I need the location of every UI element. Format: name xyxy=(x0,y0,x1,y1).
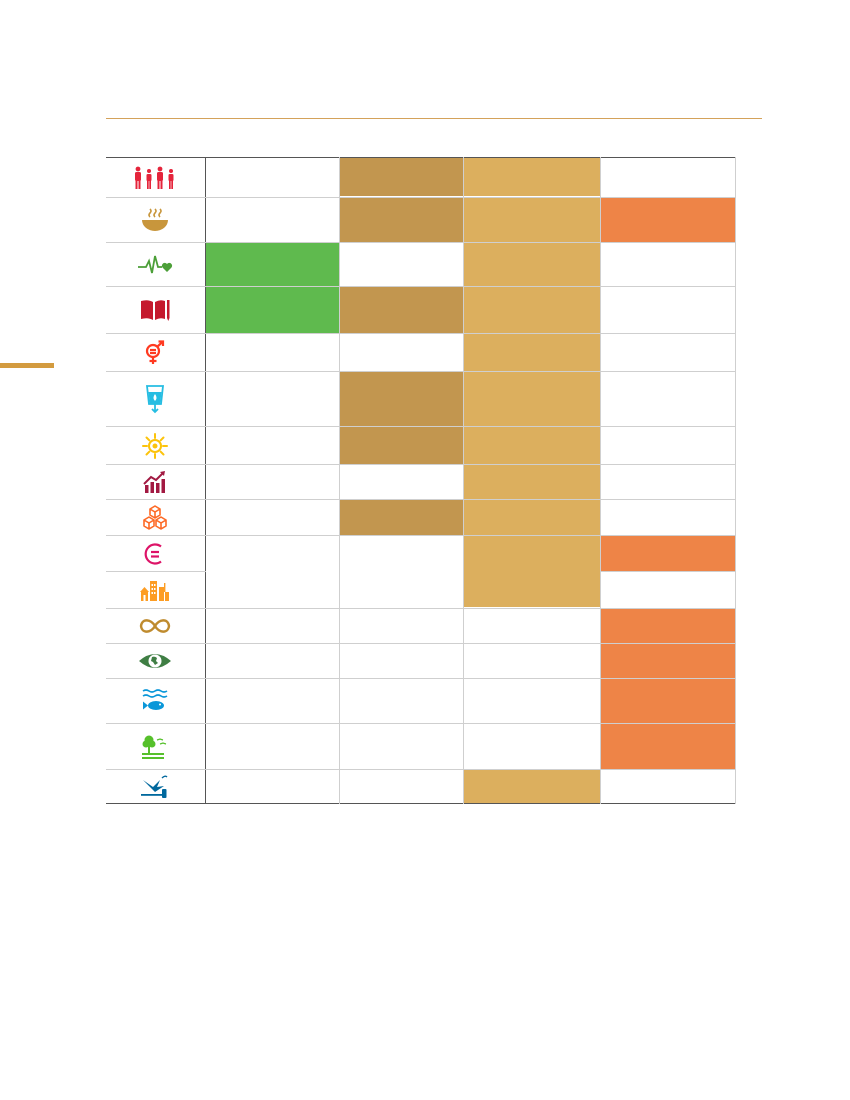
cell-r2-c4 xyxy=(601,198,736,242)
cell-r1-c3 xyxy=(464,157,601,196)
cell-r14-c4 xyxy=(601,678,736,723)
gender-goal-icon xyxy=(106,334,204,371)
cell-r5-c3 xyxy=(464,333,601,371)
land-goal-icon xyxy=(106,724,204,769)
energy-goal-icon xyxy=(106,427,204,464)
cell-r10-c4 xyxy=(601,535,736,571)
cell-r6-c3 xyxy=(464,371,601,426)
sdg-matrix xyxy=(106,157,736,804)
cell-r10-11-c3 xyxy=(464,535,601,607)
cell-r13-c4 xyxy=(601,643,736,678)
grid-line xyxy=(205,157,206,804)
grid-line xyxy=(339,157,340,804)
education-goal-icon xyxy=(106,287,204,333)
consumption-goal-icon xyxy=(106,609,204,643)
cell-r2-c3 xyxy=(464,198,601,242)
peace-goal-icon xyxy=(106,770,204,804)
grid-line xyxy=(106,499,736,500)
cities-goal-icon xyxy=(106,572,204,608)
cell-r1-c2 xyxy=(340,157,464,196)
cell-r3-c3 xyxy=(464,242,601,286)
grid-line xyxy=(106,803,736,804)
water-goal-icon xyxy=(106,372,204,426)
grid-line xyxy=(106,157,736,158)
grid-line xyxy=(106,608,736,609)
poverty-goal-icon xyxy=(106,158,204,197)
economy-goal-icon xyxy=(106,465,204,499)
health-goal-icon xyxy=(106,243,204,286)
cell-r6-c2 xyxy=(340,371,464,426)
cell-r4-c1 xyxy=(206,287,339,333)
grid-line xyxy=(106,769,736,770)
grid-line xyxy=(106,464,736,465)
cell-r9-c3 xyxy=(464,499,601,535)
header-rule xyxy=(106,118,762,119)
grid-line xyxy=(106,286,736,287)
grid-line xyxy=(463,157,464,804)
industry-goal-icon xyxy=(106,500,204,535)
cell-r15-c4 xyxy=(601,723,736,769)
grid-line xyxy=(106,535,736,536)
cell-r9-c2 xyxy=(340,499,464,535)
grid-line xyxy=(601,571,736,572)
grid-line xyxy=(106,371,736,372)
grid-line xyxy=(735,157,736,804)
ocean-goal-icon xyxy=(106,679,204,723)
grid-line xyxy=(106,426,736,427)
inequality-goal-icon xyxy=(106,536,204,571)
grid-line xyxy=(106,678,736,679)
cell-r8-c3 xyxy=(464,464,601,499)
cell-r7-c2 xyxy=(340,426,464,464)
cell-r2-c2 xyxy=(340,198,464,242)
cell-r16-c3 xyxy=(464,769,601,804)
cell-r12-c4 xyxy=(601,608,736,643)
cell-r7-c3 xyxy=(464,426,601,464)
grid-line xyxy=(106,197,736,198)
grid-line xyxy=(600,157,601,804)
climate-goal-icon xyxy=(106,644,204,678)
side-margin-marker xyxy=(0,363,54,368)
grid-line xyxy=(106,333,736,334)
grid-line xyxy=(106,643,736,644)
cell-r4-c3 xyxy=(464,287,601,333)
grid-line xyxy=(106,723,736,724)
grid-line xyxy=(106,242,736,243)
cell-r4-c2 xyxy=(340,287,464,333)
cell-r3-c1 xyxy=(206,242,339,286)
grid-line xyxy=(106,571,206,572)
hunger-goal-icon xyxy=(106,198,204,242)
